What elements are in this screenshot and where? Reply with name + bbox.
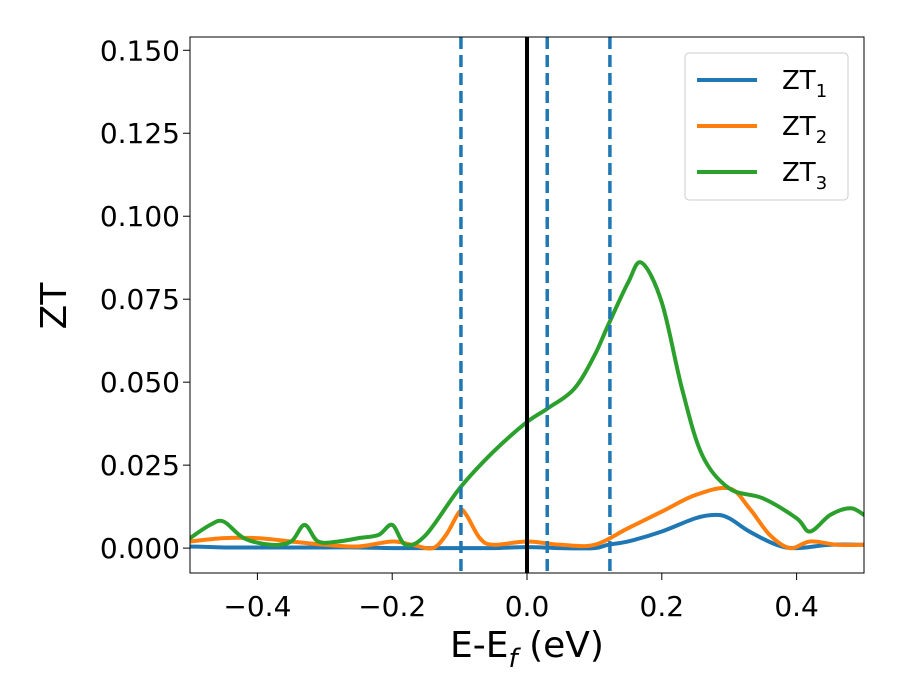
series-line-zt1: [190, 512, 864, 551]
series-line-zt2: [190, 485, 864, 551]
x-tick-label: −0.2: [358, 590, 426, 623]
x-tick-label: 0.2: [640, 590, 685, 623]
legend-box: [684, 52, 849, 201]
legend-label-zt2: ZT2: [782, 112, 827, 148]
x-tick-label: 0.0: [505, 590, 550, 623]
y-axis-title: ZT: [34, 282, 75, 330]
y-tick-label: 0.075: [100, 283, 180, 316]
legend-label-subscript: 3: [816, 173, 827, 194]
reference-lines-layer: [459, 37, 612, 573]
y-tick-label: 0.050: [100, 366, 180, 399]
y-tick-label: 0.000: [100, 532, 180, 565]
legend-label-main: ZT: [782, 158, 816, 188]
legend-label-zt3: ZT3: [782, 158, 827, 194]
x-tick-label: −0.4: [223, 590, 291, 623]
y-tick-label: 0.025: [100, 449, 180, 482]
legend-label-main: ZT: [782, 112, 816, 142]
y-axis-ticks: 0.000 0.025 0.050 0.075 0.100 0.125 0.150: [100, 34, 190, 565]
x-axis-ticks: −0.4 −0.2 0.0 0.2 0.4: [223, 573, 819, 623]
legend-label-main: ZT: [782, 66, 816, 96]
y-tick-label: 0.100: [100, 200, 180, 233]
x-axis-title-unit: (eV): [518, 625, 604, 666]
x-tick-label: 0.4: [774, 590, 819, 623]
legend-label-zt1: ZT1: [782, 66, 827, 102]
legend-label-subscript: 1: [816, 81, 827, 102]
x-axis-title-main: E-E: [450, 625, 508, 666]
y-tick-label: 0.150: [100, 34, 180, 67]
x-axis-title: E-Ef (eV): [450, 625, 604, 674]
legend-label-subscript: 2: [816, 127, 827, 148]
y-tick-label: 0.125: [100, 117, 180, 150]
